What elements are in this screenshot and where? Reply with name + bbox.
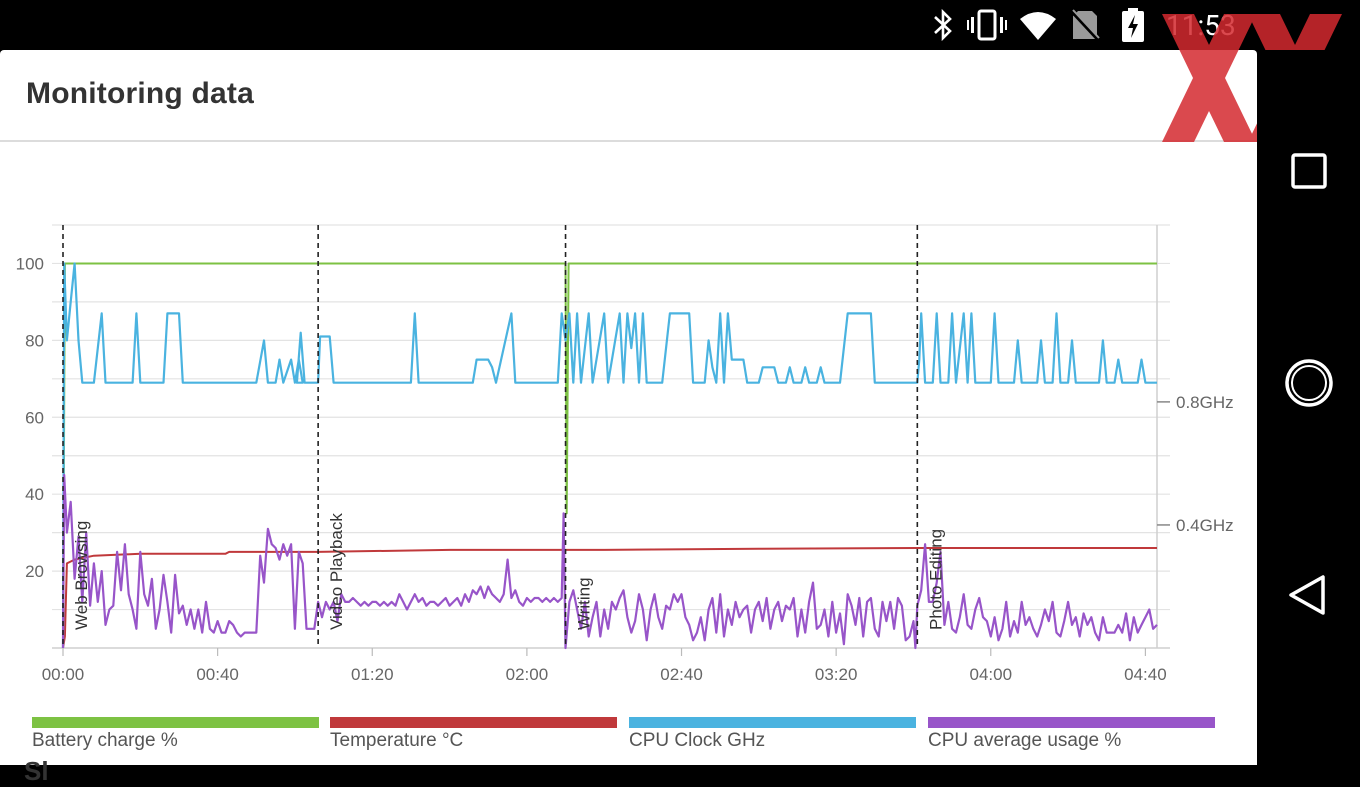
legend-swatch <box>32 717 319 728</box>
y-tick-label: 100 <box>16 254 44 273</box>
legend-swatch <box>330 717 617 728</box>
no-sim-icon <box>1070 9 1100 42</box>
x-tick-label: 04:40 <box>1124 665 1167 684</box>
app-panel: Monitoring data Web Browsing Video Playba… <box>0 50 1257 786</box>
legend-label: Battery charge % <box>32 730 178 751</box>
legend-label: CPU average usage % <box>928 730 1121 751</box>
series-line-3 <box>61 473 1158 650</box>
status-bar: 11:53 <box>0 0 1360 50</box>
monitoring-chart: Web Browsing Video Playback Writing Photo E… <box>16 224 1234 751</box>
home-circle-icon[interactable] <box>1281 355 1337 411</box>
chart-axes: 100 80 60 40 20 0.8GHz 0.4GHz 00:00 00:40 01:20 02… <box>16 254 1234 684</box>
phase-label: Photo Editing <box>926 529 945 630</box>
recents-square-icon[interactable] <box>1281 143 1337 199</box>
x-tick-label: 01:20 <box>351 665 394 684</box>
x-tick-label: 03:20 <box>815 665 858 684</box>
x-tick-label: 02:40 <box>660 665 703 684</box>
header: Monitoring data <box>0 50 1257 142</box>
legend-label: Temperature °C <box>330 730 463 751</box>
wifi-icon <box>1020 12 1056 40</box>
right-tick-label: 0.4GHz <box>1176 516 1234 535</box>
x-tick-label: 00:40 <box>196 665 239 684</box>
x-tick-label: 00:00 <box>42 665 85 684</box>
legend-swatch <box>629 717 916 728</box>
chart-phases: Web Browsing Video Playback Writing Photo E… <box>62 225 945 648</box>
vibrate-icon <box>967 9 1007 41</box>
x-tick-label: 04:00 <box>970 665 1013 684</box>
y-tick-label: 60 <box>25 408 44 427</box>
legend-label: CPU Clock GHz <box>629 730 765 751</box>
back-triangle-icon[interactable] <box>1281 567 1337 623</box>
phase-label: Video Playback <box>327 513 346 630</box>
series-line-1 <box>62 547 1157 649</box>
y-tick-label: 40 <box>25 485 44 504</box>
phase-label: Writing <box>575 577 594 630</box>
chart-series <box>61 262 1158 650</box>
chart-legend: Battery charge % Temperature °C CPU Clock … <box>32 717 1215 751</box>
next-section-heading: Sl <box>24 756 49 786</box>
page-title: Monitoring data <box>26 77 254 110</box>
series-line-2 <box>61 262 1157 649</box>
bluetooth-icon <box>934 8 952 42</box>
x-tick-label: 02:00 <box>506 665 549 684</box>
chart-grid <box>52 224 1170 649</box>
right-tick-label: 0.8GHz <box>1176 393 1234 412</box>
y-tick-label: 20 <box>25 562 44 581</box>
y-tick-label: 80 <box>25 331 44 350</box>
battery-charging-icon <box>1122 8 1144 42</box>
navigation-bar <box>1257 50 1360 765</box>
legend-swatch <box>928 717 1215 728</box>
phase-label: Web Browsing <box>72 521 91 630</box>
